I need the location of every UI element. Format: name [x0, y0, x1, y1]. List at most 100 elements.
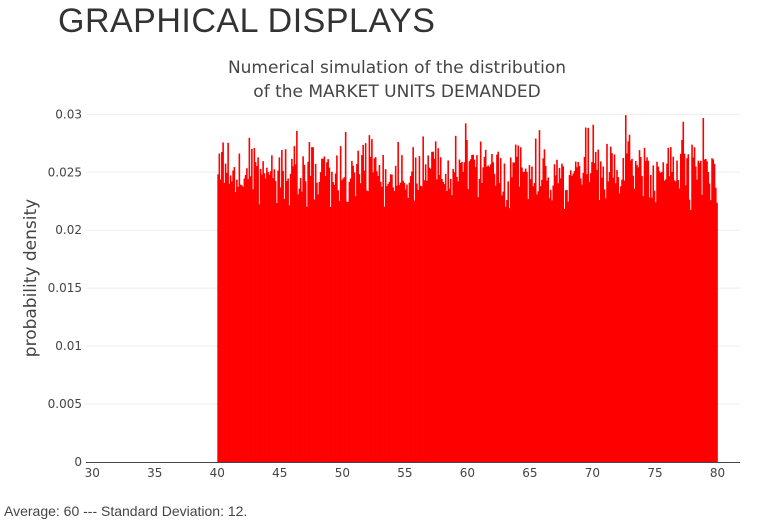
histogram-bar — [518, 186, 521, 462]
histogram-bar — [448, 188, 451, 462]
histogram-bar — [244, 174, 247, 462]
x-tick-label: 35 — [147, 466, 162, 480]
histogram-bar — [488, 166, 491, 462]
histogram-bar — [619, 186, 622, 463]
histogram-bar — [253, 148, 256, 463]
histogram-bar — [302, 156, 304, 462]
histogram-bar — [359, 183, 362, 462]
histogram-bar — [423, 180, 426, 462]
histogram-bar — [576, 167, 578, 462]
histogram-bar — [563, 208, 566, 462]
histogram-bar — [223, 182, 226, 462]
histogram-bar — [586, 174, 588, 463]
y-tick-label: 0.03 — [55, 107, 82, 121]
histogram-bar — [498, 182, 501, 462]
histogram-bar — [328, 167, 331, 462]
histogram-bar — [501, 195, 503, 462]
histogram-bar — [529, 179, 532, 462]
histogram-bar — [621, 179, 623, 463]
histogram-bar — [474, 167, 477, 462]
histogram-bar — [218, 153, 221, 462]
histogram-bar — [309, 175, 312, 463]
histogram-bar — [481, 182, 483, 462]
chart-area: 30 35 40 45 50 55 60 65 70 75 80 0 0.005 0.01 0.015 0.… — [21, 58, 740, 480]
x-tick-label: 75 — [647, 466, 662, 480]
histogram-bar — [663, 180, 666, 462]
histogram-bar — [504, 206, 507, 462]
histogram-bar — [669, 147, 672, 462]
histogram-bar — [654, 202, 657, 462]
histogram-bar — [667, 147, 670, 462]
y-axis-ticks: 0 0.005 0.01 0.015 0.02 0.025 0.03 — [48, 107, 82, 469]
histogram-bar — [594, 151, 597, 462]
histogram-bar — [362, 144, 364, 463]
histogram-bar — [398, 184, 401, 463]
histogram-bar — [517, 145, 520, 463]
histogram-bar — [562, 166, 565, 462]
histogram-bar — [337, 190, 339, 463]
x-tick-label: 30 — [85, 466, 100, 480]
histogram-bar — [322, 158, 324, 462]
histogram-bar — [516, 156, 518, 462]
histogram-bar — [519, 147, 522, 462]
histogram-bar — [701, 194, 703, 463]
histogram-bar — [468, 161, 471, 463]
histogram-bar — [697, 160, 700, 463]
histogram-bar — [336, 155, 338, 462]
histogram-bar — [316, 182, 318, 462]
histogram-bar — [409, 176, 412, 462]
histogram-bar — [401, 155, 403, 462]
histogram-bar — [356, 163, 358, 462]
histogram-chart: 30 35 40 45 50 55 60 65 70 75 80 0 0.005 0.01 0.015 0.… — [21, 58, 740, 480]
histogram-bar — [532, 186, 535, 463]
histogram-bar — [234, 192, 237, 462]
histogram-bar — [264, 178, 267, 462]
histogram-bar — [298, 188, 301, 462]
histogram-bar — [394, 165, 397, 462]
histogram-bar — [461, 161, 463, 462]
histogram-bar — [559, 178, 562, 462]
histogram-bar — [381, 186, 383, 462]
histogram-bar — [429, 168, 432, 463]
histogram-bar — [711, 158, 713, 463]
histogram-bar — [446, 191, 448, 462]
histogram-bar — [591, 162, 593, 462]
histogram-bar — [548, 198, 551, 462]
histogram-bar — [462, 171, 464, 462]
histogram-bar — [286, 180, 288, 462]
histogram-bar — [431, 151, 433, 463]
x-tick-label: 50 — [335, 466, 350, 480]
histogram-bar — [618, 193, 621, 463]
histogram-bar — [389, 174, 392, 463]
histogram-bar — [243, 178, 246, 463]
histogram-bar — [294, 164, 297, 462]
histogram-bar — [242, 186, 244, 463]
histogram-bar — [478, 178, 481, 463]
histogram-bar — [267, 172, 269, 463]
histogram-bar — [308, 142, 311, 462]
histogram-bar — [577, 162, 580, 462]
histogram-bar — [509, 157, 512, 463]
histogram-bar — [686, 158, 688, 462]
histogram-bar — [544, 165, 547, 463]
histogram-bar — [546, 180, 548, 463]
histogram-bar — [434, 141, 437, 462]
histogram-bar — [441, 178, 443, 462]
histogram-bar — [496, 154, 498, 462]
histogram-bar — [602, 166, 605, 462]
histogram-bar — [254, 162, 257, 462]
histogram-bar — [472, 154, 474, 462]
histogram-bar — [437, 148, 439, 463]
histogram-bar — [371, 139, 373, 462]
histogram-bar — [361, 155, 363, 463]
histogram-bar — [426, 180, 428, 462]
histogram-bar — [367, 191, 369, 462]
histogram-bar — [486, 166, 488, 463]
histogram-bar — [292, 166, 294, 462]
histogram-bar — [413, 200, 416, 462]
histogram-bar — [363, 170, 366, 462]
histogram-bar — [648, 197, 651, 462]
histogram-bar — [483, 156, 486, 462]
histogram-bar — [603, 189, 606, 462]
histogram-bar — [673, 180, 676, 462]
